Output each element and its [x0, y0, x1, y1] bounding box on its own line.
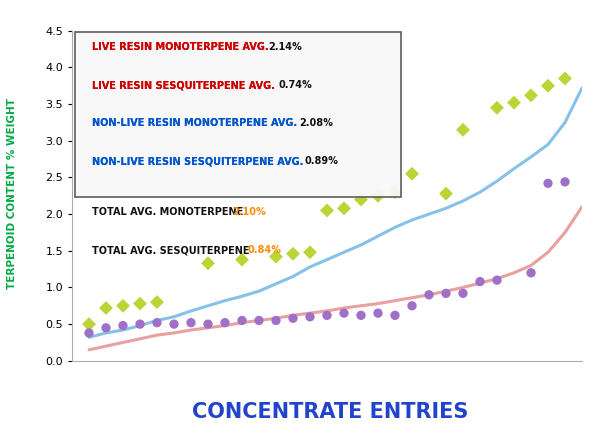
Point: [305, 249, 315, 256]
Point: [475, 278, 485, 285]
Point: [220, 319, 230, 326]
Text: 0.84%: 0.84%: [248, 246, 282, 255]
Point: [135, 321, 145, 328]
Point: [84, 330, 94, 337]
Point: [288, 315, 298, 322]
Point: [203, 260, 213, 267]
Text: LIVE RESIN SESQUITERPENE AVG. 0.74%: LIVE RESIN SESQUITERPENE AVG. 0.74%: [92, 80, 313, 90]
FancyBboxPatch shape: [74, 33, 401, 198]
Point: [492, 104, 502, 111]
Point: [135, 300, 145, 307]
Point: [509, 99, 519, 106]
Point: [271, 253, 281, 260]
Text: LIVE RESIN MONOTERPENE AVG.: LIVE RESIN MONOTERPENE AVG.: [92, 42, 269, 52]
Point: [186, 319, 196, 326]
Text: TOTAL AVG. SESQUITERPENE: TOTAL AVG. SESQUITERPENE: [92, 246, 250, 255]
Point: [407, 170, 417, 177]
Text: NON-LIVE RESIN MONOTERPENE AVG. 2.08%: NON-LIVE RESIN MONOTERPENE AVG. 2.08%: [92, 118, 335, 128]
Point: [526, 92, 536, 99]
Text: NON-LIVE RESIN SESQUITERPENE AVG.: NON-LIVE RESIN SESQUITERPENE AVG.: [92, 156, 304, 166]
Text: NON-LIVE RESIN SESQUITERPENE AVG. 0.89%: NON-LIVE RESIN SESQUITERPENE AVG. 0.89%: [92, 156, 341, 166]
Text: TOTAL AVG. MONOTERPENE: TOTAL AVG. MONOTERPENE: [92, 207, 244, 217]
Text: NON-LIVE RESIN MONOTERPENE AVG.: NON-LIVE RESIN MONOTERPENE AVG.: [92, 118, 298, 128]
Text: LIVE RESIN MONOTERPENE AVG. 2.14%: LIVE RESIN MONOTERPENE AVG. 2.14%: [92, 42, 306, 52]
Point: [390, 312, 400, 319]
Point: [101, 304, 111, 312]
Text: NON-LIVE RESIN MONOTERPENE AVG. 2.08%: NON-LIVE RESIN MONOTERPENE AVG. 2.08%: [92, 118, 335, 128]
Point: [203, 321, 213, 328]
Point: [560, 178, 570, 185]
Text: 0.89%: 0.89%: [304, 156, 338, 166]
Point: [560, 75, 570, 82]
Text: TERPENOID CONTENT % WEIGHT: TERPENOID CONTENT % WEIGHT: [7, 98, 17, 289]
Point: [101, 324, 111, 331]
Point: [356, 312, 366, 319]
Point: [373, 192, 383, 199]
Text: LIVE RESIN SESQUITERPENE AVG. 0.74%: LIVE RESIN SESQUITERPENE AVG. 0.74%: [92, 80, 313, 90]
Text: 2.10%: 2.10%: [233, 207, 266, 217]
Point: [169, 321, 179, 328]
Text: 2.08%: 2.08%: [299, 118, 333, 128]
Text: NON-LIVE RESIN SESQUITERPENE AVG.: NON-LIVE RESIN SESQUITERPENE AVG.: [92, 156, 304, 166]
Point: [339, 205, 349, 212]
Text: 2.14%: 2.14%: [268, 42, 302, 52]
Text: LIVE RESIN MONOTERPENE AVG.: LIVE RESIN MONOTERPENE AVG.: [92, 42, 269, 52]
Point: [356, 196, 366, 203]
Point: [441, 190, 451, 197]
Text: NON-LIVE RESIN SESQUITERPENE AVG. 0.89%: NON-LIVE RESIN SESQUITERPENE AVG. 0.89%: [92, 156, 341, 166]
Text: 0.74%: 0.74%: [278, 80, 313, 90]
Point: [441, 290, 451, 297]
Point: [322, 312, 332, 319]
Point: [288, 250, 298, 257]
Point: [322, 207, 332, 214]
Point: [118, 302, 128, 309]
Point: [373, 310, 383, 317]
Text: LIVE RESIN SESQUITERPENE AVG.: LIVE RESIN SESQUITERPENE AVG.: [92, 80, 275, 90]
Text: NON-LIVE RESIN MONOTERPENE AVG.: NON-LIVE RESIN MONOTERPENE AVG.: [92, 118, 298, 128]
Text: LIVE RESIN MONOTERPENE AVG. 2.14%: LIVE RESIN MONOTERPENE AVG. 2.14%: [92, 42, 306, 52]
Point: [237, 256, 247, 263]
Point: [339, 310, 349, 317]
Point: [305, 313, 315, 320]
Point: [492, 277, 502, 284]
Point: [271, 317, 281, 324]
Text: LIVE RESIN SESQUITERPENE AVG.: LIVE RESIN SESQUITERPENE AVG.: [92, 80, 275, 90]
Point: [118, 322, 128, 329]
Point: [407, 302, 417, 309]
Point: [152, 319, 162, 326]
Point: [254, 317, 264, 324]
Point: [152, 299, 162, 306]
Point: [543, 180, 553, 187]
Point: [424, 291, 434, 298]
Point: [84, 321, 94, 328]
Point: [390, 189, 400, 196]
Point: [543, 82, 553, 89]
Text: CONCENTRATE ENTRIES: CONCENTRATE ENTRIES: [192, 403, 468, 422]
Point: [458, 126, 468, 133]
Point: [526, 269, 536, 276]
Point: [458, 290, 468, 297]
Point: [237, 317, 247, 324]
